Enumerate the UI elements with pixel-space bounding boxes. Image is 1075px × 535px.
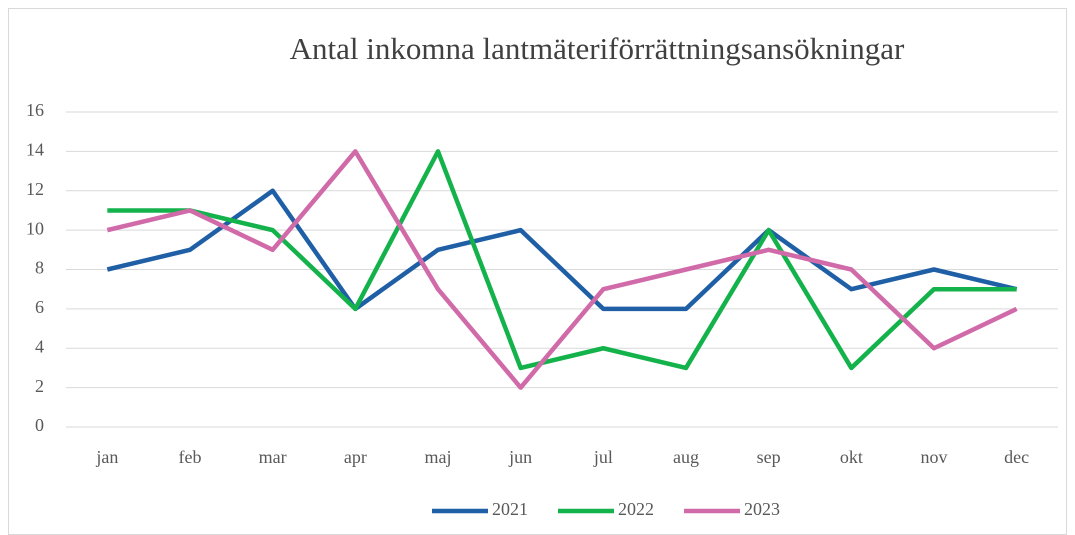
- y-tick-label: 8: [35, 258, 44, 278]
- x-tick-label: dec: [1004, 447, 1029, 467]
- x-tick-label: feb: [179, 447, 202, 467]
- chart-border: [8, 8, 1067, 535]
- legend-label: 2023: [744, 499, 780, 519]
- chart-title: Antal inkomna lantmäteriförrättningsansö…: [290, 31, 905, 66]
- y-tick-label: 6: [35, 297, 44, 317]
- y-tick-label: 4: [35, 336, 44, 356]
- series-line: [107, 149, 1017, 371]
- series-line: [106, 149, 1018, 390]
- x-tick-label: jan: [95, 447, 118, 467]
- x-tick-label: maj: [425, 447, 452, 467]
- x-tick-label: apr: [344, 447, 367, 467]
- series-line: [106, 188, 1018, 312]
- legend-label: 2021: [492, 499, 528, 519]
- y-tick-label: 2: [35, 376, 44, 396]
- y-tick-label: 0: [35, 415, 44, 435]
- x-tick-label: sep: [757, 447, 781, 467]
- x-tick-label: nov: [921, 447, 948, 467]
- x-tick-label: okt: [840, 447, 863, 467]
- y-tick-label: 12: [26, 179, 44, 199]
- x-tick-label: aug: [673, 447, 699, 467]
- y-tick-label: 14: [26, 140, 44, 160]
- x-tick-label: jul: [593, 447, 613, 467]
- y-tick-label: 16: [26, 100, 44, 120]
- x-tick-label: jun: [508, 447, 532, 467]
- legend-label: 2022: [618, 499, 654, 519]
- y-tick-label: 10: [26, 218, 44, 238]
- x-tick-label: mar: [259, 447, 287, 467]
